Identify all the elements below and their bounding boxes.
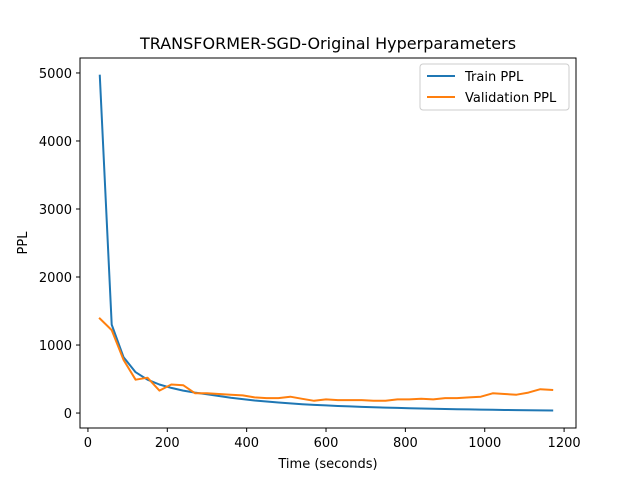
- series-layer: [98, 74, 554, 412]
- x-tick-label: 600: [314, 436, 339, 451]
- x-tick-label: 1200: [548, 436, 581, 451]
- x-axis-label: Time (seconds): [277, 457, 377, 472]
- legend-label-validation: Validation PPL: [465, 91, 557, 106]
- y-tick-label: 3000: [39, 203, 72, 218]
- chart-title: TRANSFORMER-SGD-Original Hyperparameters: [139, 34, 516, 53]
- x-tick-label: 800: [393, 436, 418, 451]
- y-axis-label: PPL: [16, 231, 31, 255]
- series-line-1: [98, 317, 554, 402]
- legend: Train PPL Validation PPL: [419, 63, 570, 111]
- x-tick-label: 0: [84, 436, 92, 451]
- y-tick-label: 2000: [39, 271, 72, 286]
- x-tick-label: 1000: [468, 436, 501, 451]
- y-tick-label: 1000: [39, 339, 72, 354]
- legend-box: [419, 63, 570, 111]
- y-tick-label: 5000: [39, 67, 72, 82]
- y-tick-label: 4000: [39, 135, 72, 150]
- y-tick-label: 0: [64, 407, 72, 422]
- plot-frame: [79, 57, 577, 429]
- x-tick-label: 200: [155, 436, 180, 451]
- legend-label-train: Train PPL: [464, 70, 524, 85]
- series-line-0: [98, 74, 554, 412]
- x-tick-label: 400: [234, 436, 259, 451]
- ticks-layer: 0 200 400 600 800 1000 1200 0 1000 2000 3000 4000 50…: [39, 67, 581, 451]
